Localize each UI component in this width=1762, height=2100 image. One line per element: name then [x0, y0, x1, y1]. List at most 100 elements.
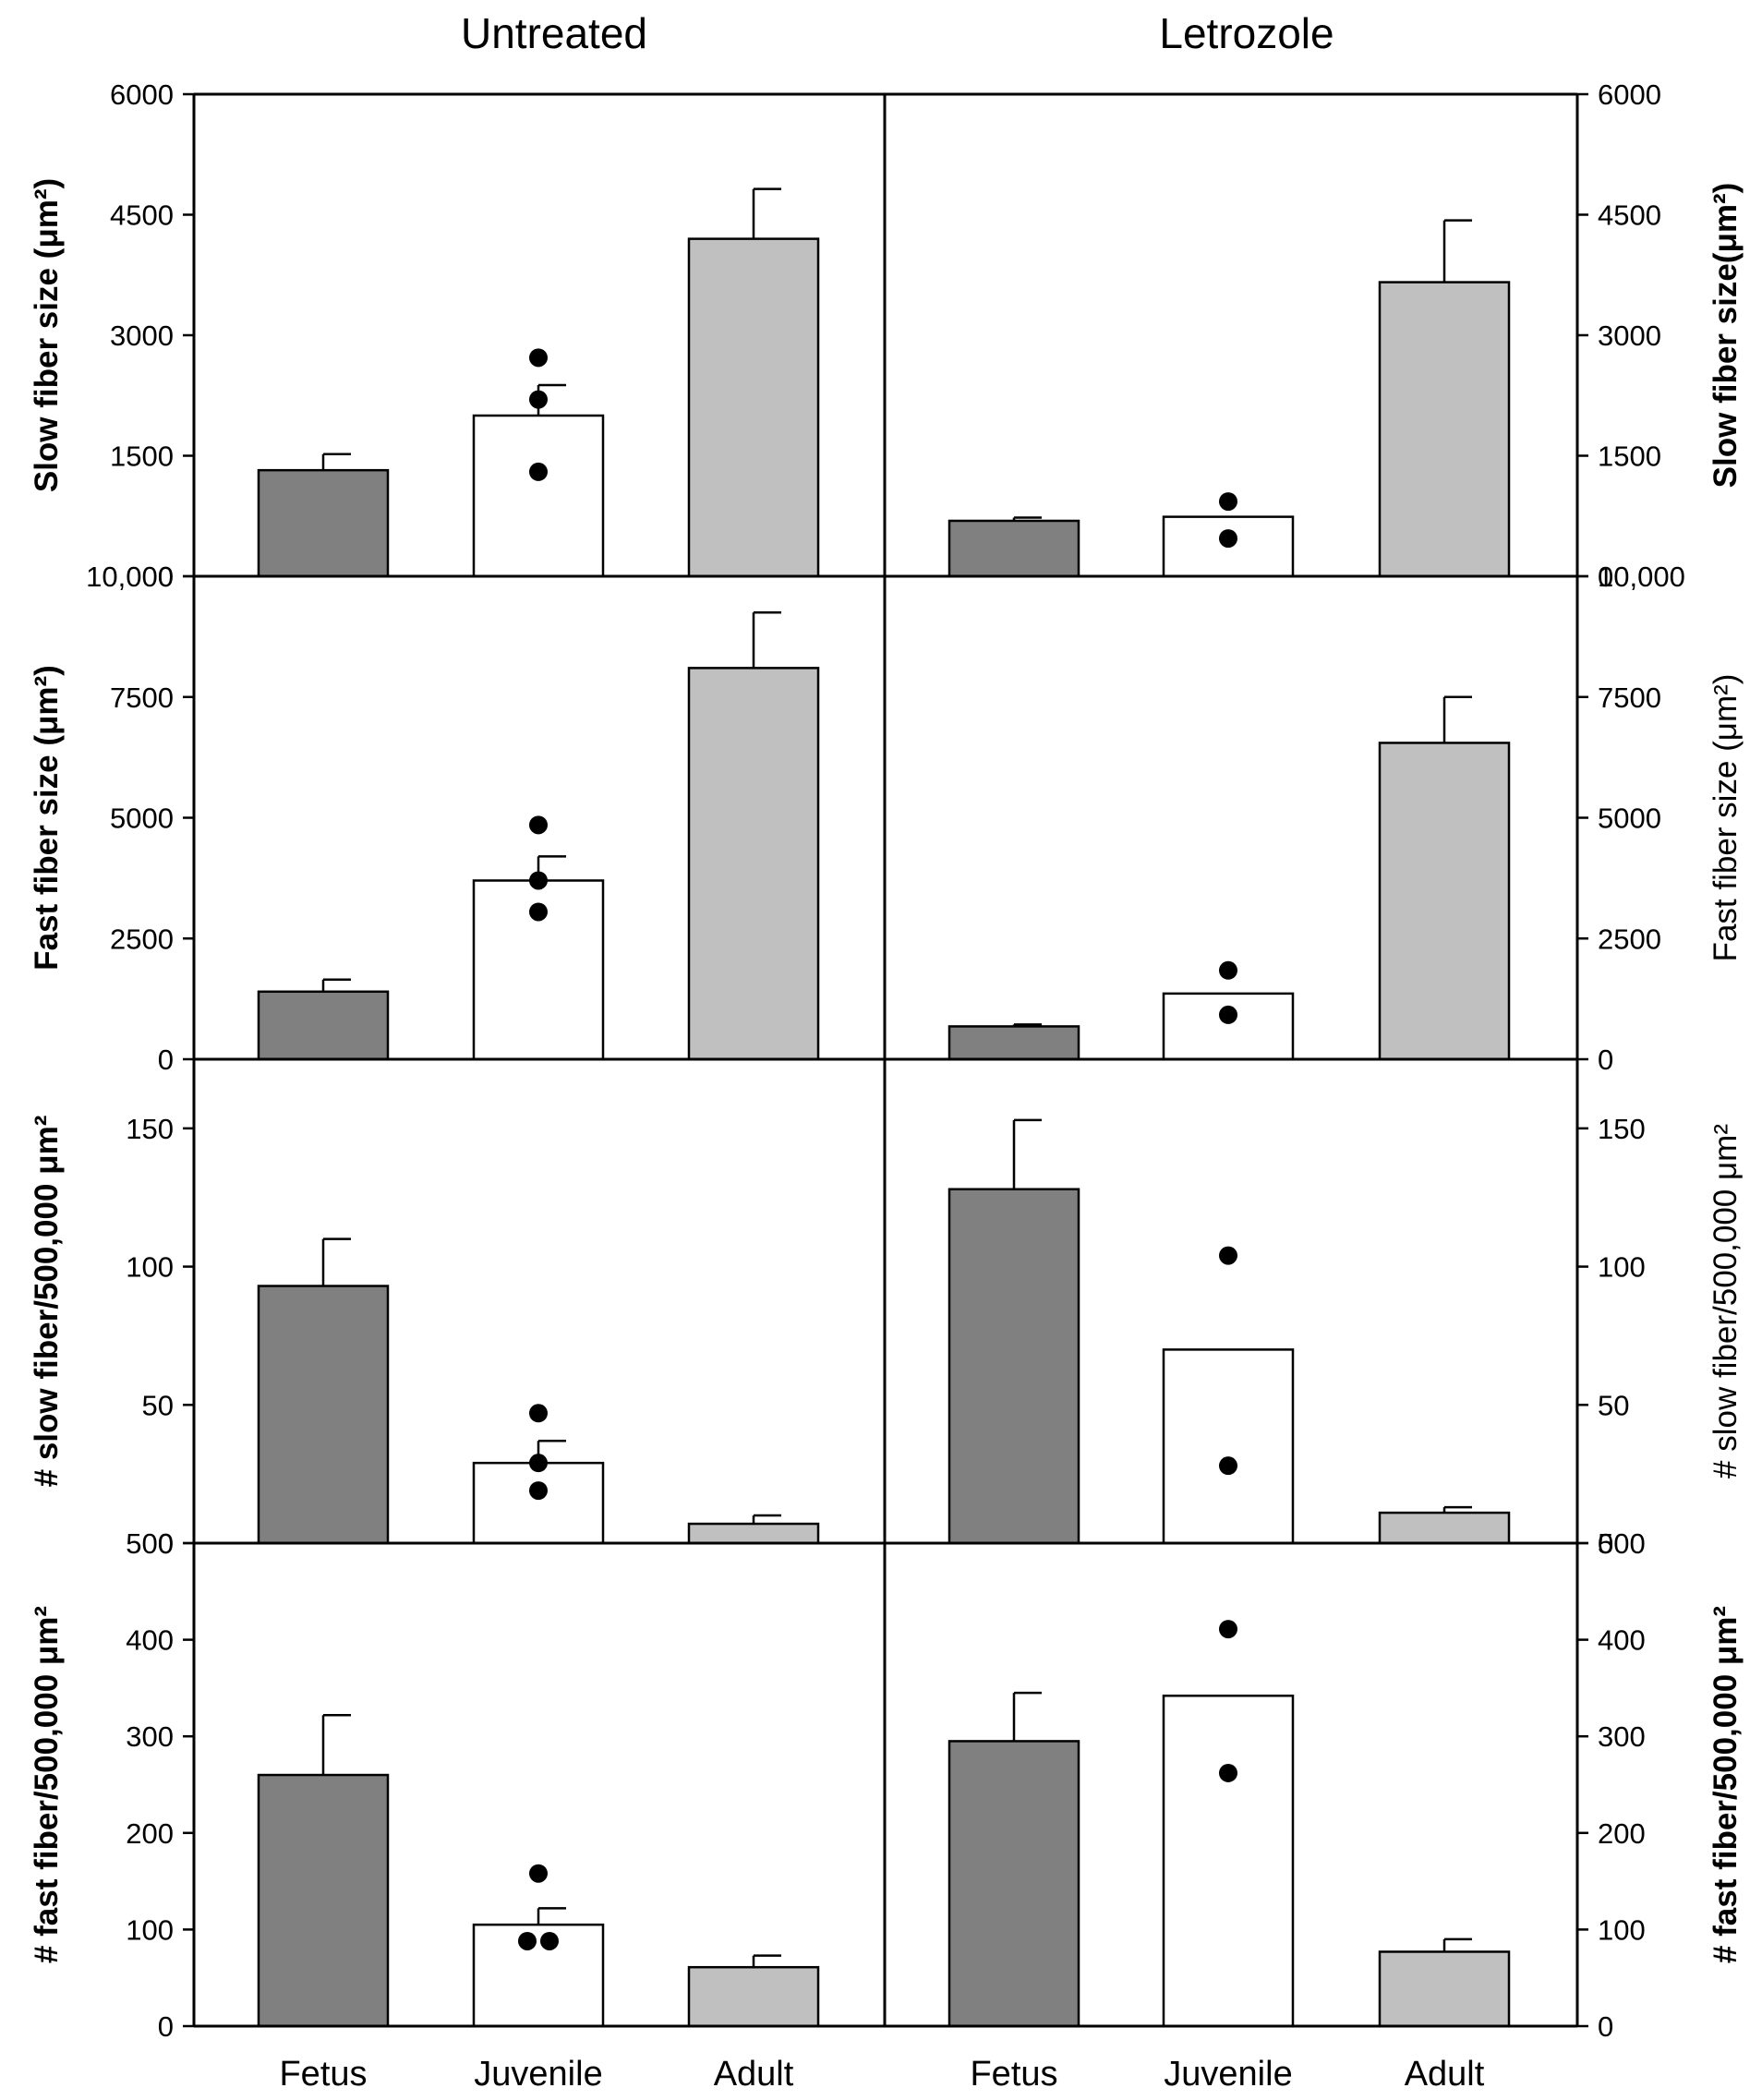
slow-count-right-tick-label: 150: [1598, 1113, 1646, 1145]
fast-size-letrozole-juvenile-point: [1219, 960, 1237, 980]
slow-size-right-tick-label: 3000: [1598, 320, 1661, 352]
slow-count-ylabel-left: # slow fiber/500,000 μm²: [29, 1116, 65, 1488]
slow-size-untreated-fetus-bar: [257, 468, 390, 578]
slow-count-ylabel-right: # slow fiber/500,000 μm²: [1708, 1124, 1744, 1478]
slow-size-letrozole-juvenile-point: [1219, 529, 1237, 549]
slow-count-untreated-adult-bar: [687, 1522, 820, 1545]
slow-size-ylabel-left: Slow fiber size (μm²): [29, 178, 65, 492]
slow-size-untreated-adult-bar: [687, 237, 820, 578]
fast-size-untreated-juvenile-point: [529, 815, 548, 835]
fast-size-right-tick-label: 5000: [1598, 803, 1661, 835]
fast-size-letrozole-juvenile-bar: [1162, 992, 1295, 1061]
slow-size-ylabel-right: Slow fiber size(μm²): [1708, 183, 1744, 489]
fast-count-left-tick-label: 0: [158, 2010, 174, 2043]
fast-size-left-tick-label: 7500: [110, 682, 174, 714]
slow-size-right-tick-label: 1500: [1598, 441, 1661, 473]
fast-count-letrozole-adult-bar: [1378, 1950, 1511, 2028]
fast-size-ylabel-right: Fast fiber size (μm²): [1708, 674, 1744, 962]
slow-size-letrozole-fetus-bar: [947, 519, 1080, 578]
fast-count-left-tick-label: 400: [126, 1624, 174, 1657]
fast-count-untreated-adult-bar: [687, 1965, 820, 2028]
fast-size-right-tick-label: 10,000: [1598, 561, 1685, 593]
fast-count-left-tick-label: 300: [126, 1720, 174, 1753]
letrozole-title: Letrozole: [1159, 9, 1334, 57]
slow-count-untreated-fetus-bar: [257, 1285, 390, 1545]
fast-count-right-tick-label: 200: [1598, 1817, 1646, 1850]
fast-count-untreated-juvenile-point: [518, 1931, 537, 1950]
slow-count-untreated-juvenile-point: [529, 1481, 548, 1501]
untreated-adult-label: Adult: [714, 2055, 794, 2094]
slow-count-letrozole-juvenile-point: [1219, 1456, 1237, 1476]
slow-count-untreated-juvenile-point: [529, 1404, 548, 1423]
slow-count-left-tick-label: 0: [158, 1527, 174, 1560]
fast-size-letrozole-fetus-bar: [947, 1025, 1080, 1061]
slow-count-right-tick-label: 100: [1598, 1251, 1646, 1284]
fast-count-left-tick-label: 100: [126, 1913, 174, 1946]
fast-size-ylabel-left: Fast fiber size (μm²): [29, 665, 65, 971]
fast-count-right-tick-label: 500: [1598, 1527, 1646, 1560]
slow-size-untreated-juvenile-point: [529, 348, 548, 368]
fast-size-left-tick-label: 10,000: [86, 561, 174, 593]
untreated-title: Untreated: [461, 9, 647, 57]
fast-count-ylabel-right: # fast fiber/500,000 μm²: [1708, 1606, 1744, 1963]
slow-size-right-tick-label: 6000: [1598, 78, 1661, 111]
slow-size-untreated-juvenile-point: [529, 390, 548, 409]
fast-size-right-tick-label: 2500: [1598, 923, 1661, 955]
fast-count-letrozole-juvenile-point: [1219, 1620, 1237, 1639]
fast-count-ylabel-left: # fast fiber/500,000 μm²: [29, 1606, 65, 1963]
fast-size-right-tick-label: 7500: [1598, 682, 1661, 714]
fast-size-untreated-adult-bar: [687, 667, 820, 1061]
fast-count-right-tick-label: 100: [1598, 1913, 1646, 1946]
fast-count-left-tick-label: 500: [126, 1527, 174, 1560]
slow-count-untreated-juvenile-point: [529, 1454, 548, 1473]
fast-count-right-tick-label: 400: [1598, 1624, 1646, 1657]
fast-size-letrozole-juvenile-point: [1219, 1005, 1237, 1024]
slow-size-left-tick-label: 1500: [110, 441, 174, 473]
letrozole-juvenile-label: Juvenile: [1164, 2055, 1292, 2094]
slow-count-right-tick-label: 50: [1598, 1389, 1629, 1421]
letrozole-adult-label: Adult: [1405, 2055, 1485, 2094]
fast-count-untreated-juvenile-bar: [472, 1923, 605, 2028]
slow-count-letrozole-juvenile-bar: [1162, 1348, 1295, 1545]
slow-size-right-tick-label: 0: [1598, 561, 1613, 593]
slow-size-left-tick-label: 3000: [110, 320, 174, 352]
slow-count-right-tick-label: 0: [1598, 1527, 1613, 1560]
slow-count-untreated-juvenile-bar: [472, 1461, 605, 1545]
fast-count-letrozole-fetus-bar: [947, 1740, 1080, 2028]
fast-size-letrozole-adult-bar: [1378, 742, 1511, 1061]
letrozole-fetus-label: Fetus: [970, 2055, 1057, 2094]
fast-count-letrozole-juvenile-point: [1219, 1763, 1237, 1782]
fast-count-untreated-juvenile-point: [529, 1864, 548, 1883]
fast-count-right-tick-label: 0: [1598, 2010, 1613, 2043]
untreated-fetus-label: Fetus: [279, 2055, 367, 2094]
fast-count-right-tick-label: 300: [1598, 1720, 1646, 1753]
fast-size-right-tick-label: 0: [1598, 1044, 1613, 1076]
slow-size-left-tick-label: 0: [158, 561, 174, 593]
fast-count-letrozole-juvenile-bar: [1162, 1695, 1295, 2028]
fast-size-left-tick-label: 2500: [110, 923, 174, 955]
slow-size-untreated-juvenile-bar: [472, 414, 605, 578]
slow-size-untreated-juvenile-point: [529, 462, 548, 481]
fast-count-untreated-fetus-bar: [257, 1773, 390, 2028]
slow-count-letrozole-juvenile-point: [1219, 1246, 1237, 1265]
fast-size-untreated-fetus-bar: [257, 990, 390, 1061]
slow-size-letrozole-juvenile-point: [1219, 492, 1237, 512]
fast-count-untreated-juvenile-point: [540, 1931, 559, 1950]
fast-size-untreated-juvenile-point: [529, 902, 548, 922]
fast-size-untreated-juvenile-point: [529, 871, 548, 890]
slow-size-right-tick-label: 4500: [1598, 199, 1661, 232]
fast-count-left-tick-label: 200: [126, 1817, 174, 1850]
slow-size-left-tick-label: 4500: [110, 199, 174, 232]
slow-size-letrozole-adult-bar: [1378, 281, 1511, 578]
untreated-juvenile-label: Juvenile: [474, 2055, 602, 2094]
slow-count-left-tick-label: 150: [126, 1113, 174, 1145]
fast-size-left-tick-label: 5000: [110, 803, 174, 835]
slow-count-left-tick-label: 50: [142, 1389, 174, 1421]
slow-count-left-tick-label: 100: [126, 1251, 174, 1284]
slow-count-letrozole-fetus-bar: [947, 1188, 1080, 1545]
slow-size-left-tick-label: 6000: [110, 78, 174, 111]
fast-size-left-tick-label: 0: [158, 1044, 174, 1076]
slow-count-letrozole-adult-bar: [1378, 1511, 1511, 1545]
